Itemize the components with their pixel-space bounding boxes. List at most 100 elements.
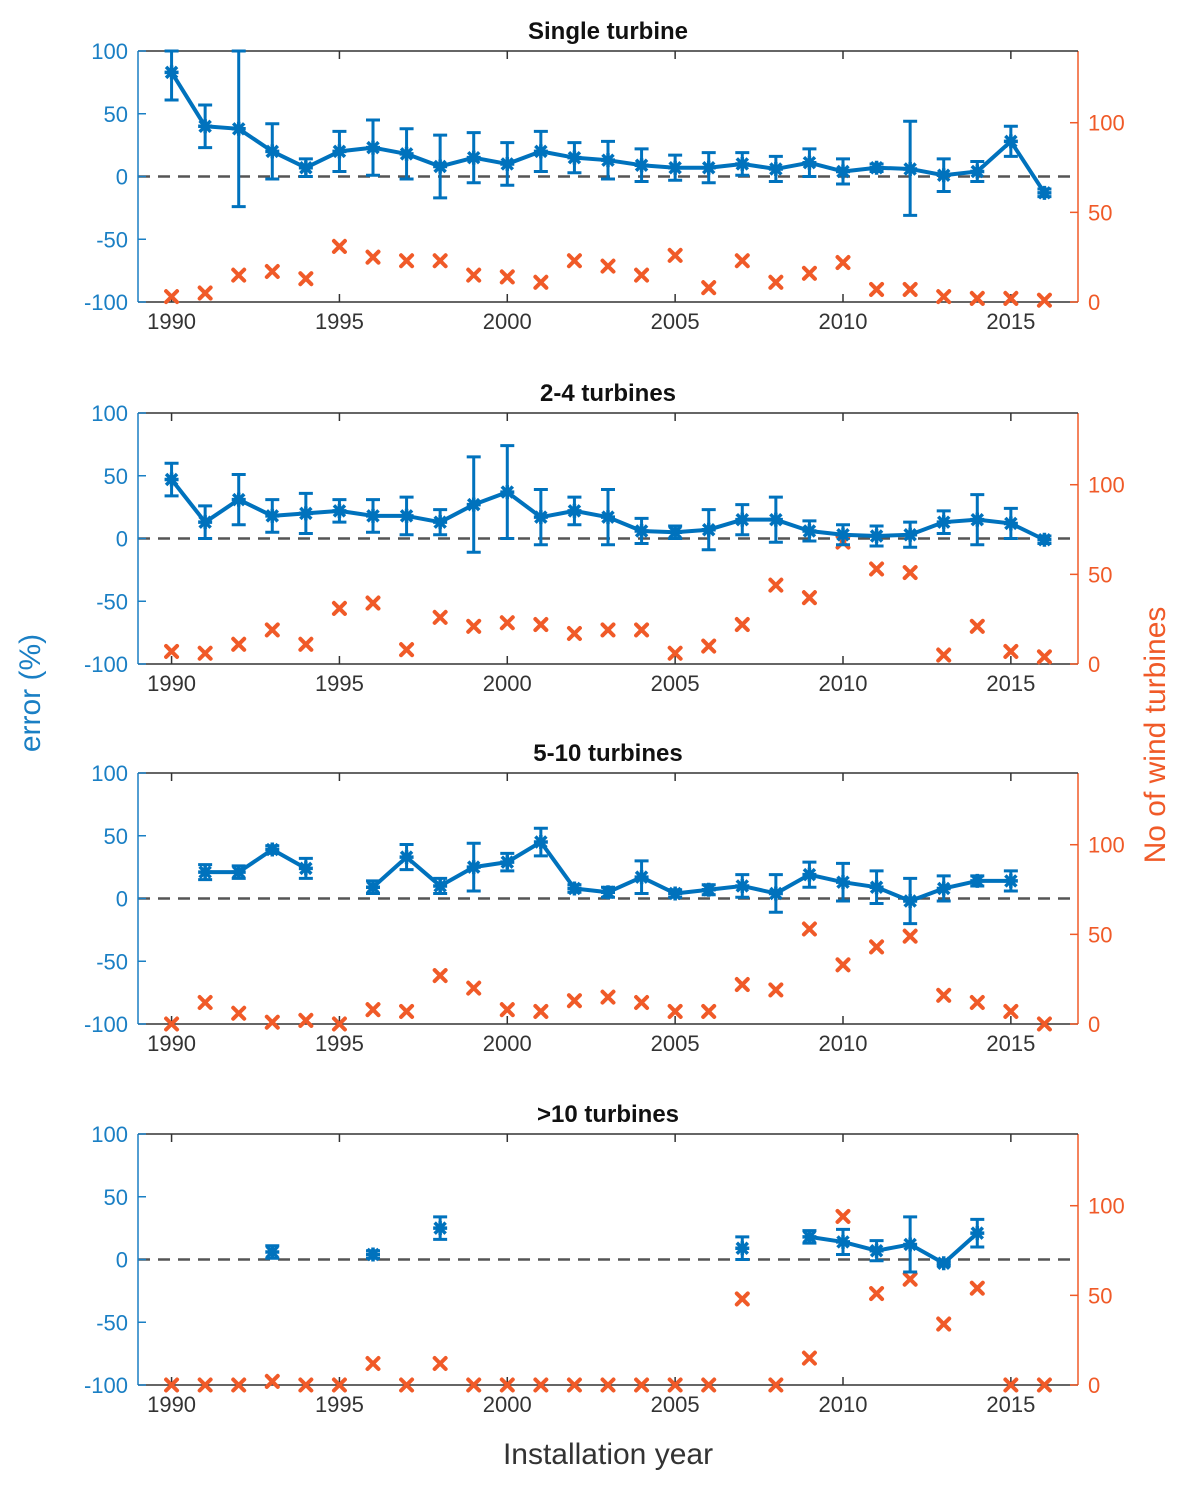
x-tick-label: 2015 — [986, 309, 1035, 334]
x-tick-label: 2000 — [483, 671, 532, 696]
count-marker — [902, 928, 918, 944]
error-point — [533, 835, 548, 850]
count-marker — [902, 281, 918, 297]
count-marker — [869, 281, 885, 297]
count-marker — [197, 1377, 213, 1393]
error-point — [533, 144, 548, 159]
error-point — [936, 1256, 951, 1271]
count-marker — [869, 1286, 885, 1302]
x-tick-label: 1995 — [315, 1031, 364, 1056]
count-marker — [197, 994, 213, 1010]
error-point — [1003, 134, 1018, 149]
count-marker — [365, 1355, 381, 1371]
error-point — [567, 881, 582, 896]
y-tick-label-left: -50 — [96, 589, 128, 614]
count-marker — [432, 1355, 448, 1371]
y-tick-label-left: 100 — [91, 39, 128, 64]
y-axis-label-right: No of wind turbines — [1139, 607, 1172, 864]
count-marker — [734, 617, 750, 633]
error-point — [869, 880, 884, 895]
error-point — [634, 158, 649, 173]
count-marker — [264, 264, 280, 280]
count-marker — [298, 1377, 314, 1393]
error-point — [298, 506, 313, 521]
y-tick-label-left: -100 — [84, 1373, 128, 1398]
y-axis-label-left: error (%) — [14, 634, 47, 752]
y-tick-label-left: -100 — [84, 290, 128, 315]
x-tick-label: 2010 — [819, 1392, 868, 1417]
x-tick-label: 2005 — [651, 1392, 700, 1417]
error-point — [936, 881, 951, 896]
count-marker — [566, 1377, 582, 1393]
count-marker — [432, 968, 448, 984]
error-point — [399, 146, 414, 161]
count-marker — [734, 1291, 750, 1307]
y-tick-label-left: -50 — [96, 227, 128, 252]
panel-title: Single turbine — [528, 18, 688, 45]
count-marker — [869, 561, 885, 577]
error-point — [231, 865, 246, 880]
error-point — [298, 861, 313, 876]
error-point — [903, 527, 918, 542]
count-marker — [734, 977, 750, 993]
x-tick-label: 1990 — [147, 671, 196, 696]
error-point — [366, 1247, 380, 1262]
error-point — [601, 510, 615, 525]
count-marker — [902, 1271, 918, 1287]
x-tick-label: 2000 — [483, 1031, 532, 1056]
error-point — [869, 1243, 884, 1258]
error-point — [466, 150, 481, 165]
x-tick-label: 2005 — [651, 671, 700, 696]
count-marker — [432, 253, 448, 269]
error-point — [601, 153, 615, 168]
count-marker — [365, 595, 381, 611]
count-marker — [231, 1377, 247, 1393]
y-tick-label-left: -100 — [84, 652, 128, 677]
x-axis-label: Installation year — [503, 1438, 713, 1471]
count-marker — [499, 1002, 515, 1018]
count-marker — [768, 274, 784, 290]
error-point — [433, 878, 448, 893]
y-tick-label-left: 50 — [104, 464, 128, 489]
panel-title: >10 turbines — [537, 1101, 679, 1128]
error-point — [802, 1229, 817, 1244]
error-point — [735, 878, 750, 893]
error-point — [668, 525, 683, 540]
error-point — [903, 894, 918, 909]
error-point — [601, 885, 615, 900]
count-marker — [197, 645, 213, 661]
error-point — [500, 855, 515, 870]
x-tick-label: 1990 — [147, 309, 196, 334]
error-point — [836, 527, 850, 542]
error-point — [198, 865, 213, 880]
x-tick-label: 1995 — [315, 309, 364, 334]
y-tick-label-right: 0 — [1088, 1012, 1100, 1037]
count-marker — [869, 939, 885, 955]
count-marker — [1036, 649, 1052, 665]
panel-title: 2-4 turbines — [540, 380, 676, 407]
count-marker — [399, 1377, 415, 1393]
count-marker — [634, 622, 650, 638]
count-marker — [264, 1014, 280, 1030]
y-tick-label-left: 50 — [104, 1185, 128, 1210]
error-point — [701, 160, 716, 175]
count-marker — [734, 253, 750, 269]
count-marker — [432, 609, 448, 625]
error-point — [869, 528, 884, 543]
count-marker — [600, 989, 616, 1005]
y-tick-label-right: 100 — [1088, 111, 1125, 136]
error-point — [768, 512, 783, 527]
count-marker — [936, 647, 952, 663]
count-marker — [1036, 1377, 1052, 1393]
count-marker — [365, 249, 381, 265]
error-point — [970, 164, 985, 179]
count-marker — [801, 921, 817, 937]
count-marker — [801, 1350, 817, 1366]
count-marker — [936, 987, 952, 1003]
error-point — [768, 886, 783, 901]
count-marker — [164, 1016, 180, 1032]
y-tick-label-left: 100 — [91, 1122, 128, 1147]
y-tick-label-right: 0 — [1088, 290, 1100, 315]
y-tick-label-left: 0 — [116, 887, 128, 912]
count-marker — [466, 980, 482, 996]
